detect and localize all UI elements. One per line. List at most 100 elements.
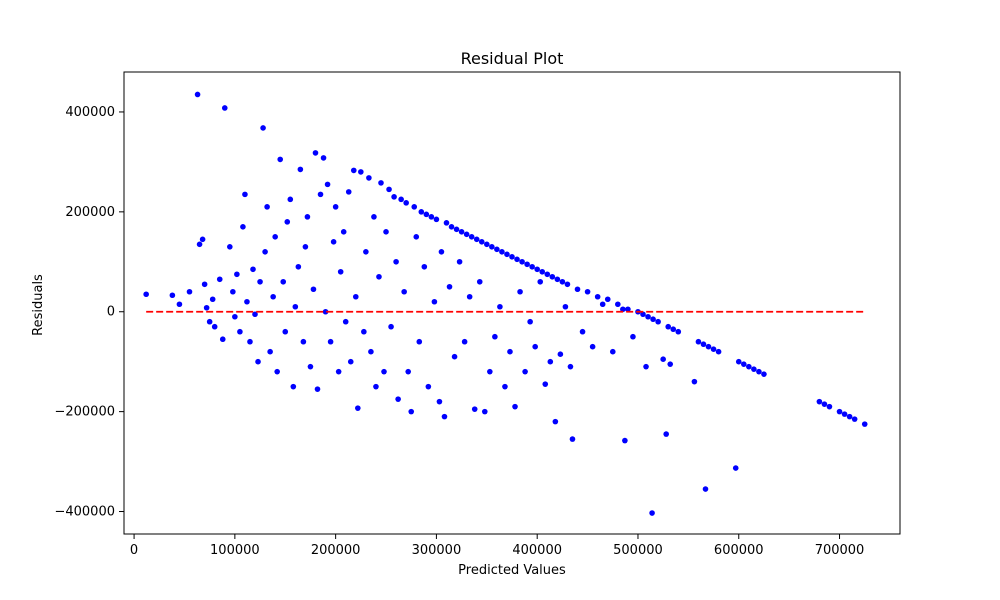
data-point: [519, 258, 525, 265]
data-point: [489, 244, 495, 250]
data-point: [304, 214, 311, 220]
data-point: [473, 236, 480, 243]
y-tick-label: −200000: [54, 405, 115, 420]
data-point: [517, 288, 523, 295]
data-point: [471, 406, 478, 412]
data-point: [564, 281, 571, 288]
data-point: [466, 293, 473, 300]
data-point: [514, 256, 520, 263]
x-tick-label: 700000: [815, 543, 865, 558]
data-point: [700, 341, 707, 348]
data-point: [252, 311, 258, 318]
data-point: [478, 239, 485, 245]
data-point: [527, 318, 533, 325]
data-point: [280, 278, 287, 285]
data-point: [232, 313, 238, 320]
data-point: [342, 318, 349, 325]
data-point: [599, 301, 606, 308]
data-point: [522, 368, 528, 375]
data-point: [675, 328, 682, 335]
data-point: [484, 241, 490, 248]
data-point: [411, 204, 418, 210]
data-point: [481, 408, 488, 415]
data-point: [287, 196, 294, 203]
data-point: [300, 338, 307, 345]
data-point: [199, 236, 206, 243]
data-point: [476, 278, 483, 285]
data-point: [761, 371, 767, 377]
data-point: [169, 292, 176, 299]
data-point: [428, 214, 435, 220]
data-point: [327, 338, 334, 345]
data-point: [221, 105, 228, 111]
data-point: [196, 241, 203, 248]
data-point: [691, 378, 698, 385]
data-point: [670, 326, 677, 333]
data-point: [352, 293, 359, 300]
data-point: [660, 356, 666, 362]
data-point: [542, 381, 549, 387]
plot-area: [143, 91, 868, 516]
data-point: [756, 368, 762, 375]
data-point: [355, 405, 361, 411]
data-point: [194, 91, 201, 98]
data-point: [320, 155, 327, 161]
data-point: [463, 231, 470, 238]
data-point: [297, 166, 304, 173]
x-tick-label: 300000: [412, 543, 462, 558]
data-point: [665, 323, 672, 330]
plot-frame: [123, 71, 901, 535]
data-point: [524, 261, 530, 268]
data-point: [821, 401, 828, 407]
data-point: [507, 348, 513, 355]
data-point: [458, 229, 465, 235]
data-point: [740, 361, 747, 367]
data-point: [416, 338, 423, 345]
data-point: [186, 288, 193, 295]
data-point: [446, 283, 453, 290]
data-point: [487, 368, 493, 375]
data-point: [509, 253, 515, 260]
data-point: [461, 338, 468, 345]
data-point: [347, 358, 354, 365]
data-point: [272, 234, 278, 240]
data-point: [260, 125, 266, 131]
data-point: [625, 306, 631, 313]
data-point: [615, 301, 621, 308]
data-point: [710, 346, 717, 353]
data-point: [143, 291, 149, 298]
data-point: [408, 408, 415, 415]
data-point: [836, 408, 843, 415]
data-point: [622, 437, 628, 444]
data-point: [468, 234, 475, 240]
data-point: [371, 214, 377, 220]
data-point: [201, 281, 208, 288]
data-point: [453, 226, 460, 233]
data-point: [502, 383, 508, 390]
data-point: [494, 246, 500, 253]
data-point: [735, 358, 742, 365]
data-point: [441, 413, 448, 420]
data-point: [512, 403, 518, 410]
data-point: [438, 249, 445, 255]
data-point: [544, 271, 551, 278]
data-point: [443, 220, 450, 226]
data-point: [846, 413, 853, 420]
data-point: [363, 249, 369, 255]
data-point: [176, 301, 183, 308]
data-point: [247, 338, 253, 345]
data-point: [456, 258, 463, 265]
data-point: [539, 268, 546, 275]
data-point: [381, 368, 387, 375]
y-tick-label: −400000: [54, 505, 115, 520]
data-point: [529, 263, 535, 270]
data-point: [237, 328, 243, 335]
y-axis-label: Residuals: [31, 274, 46, 336]
data-point: [267, 348, 273, 355]
y-tick-label: 200000: [65, 205, 115, 220]
data-point: [264, 204, 270, 210]
data-point: [227, 244, 233, 250]
x-tick-label: 0: [130, 543, 138, 558]
data-point: [230, 288, 236, 295]
